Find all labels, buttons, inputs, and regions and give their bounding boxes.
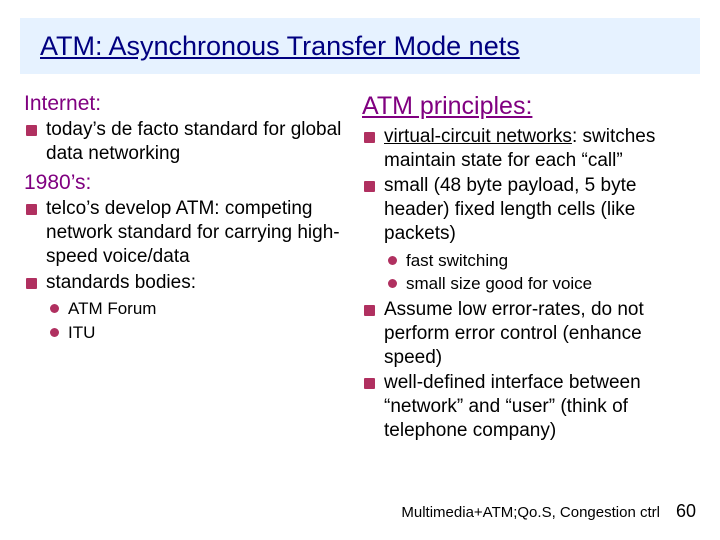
list-item: small size good for voice bbox=[384, 273, 696, 294]
list-item-text: standards bodies: bbox=[46, 272, 196, 293]
right-list: virtual-circuit networks: switches maint… bbox=[362, 125, 696, 443]
list-item: small (48 byte payload, 5 byte header) f… bbox=[362, 174, 696, 294]
list-item-text: today’s de facto standard for global dat… bbox=[46, 119, 341, 164]
left-sublist: ATM Forum ITU bbox=[46, 298, 344, 343]
left-heading-1980s: 1980’s: bbox=[24, 171, 344, 195]
list-item: fast switching bbox=[384, 250, 696, 271]
list-item-text: well-defined interface between “network”… bbox=[384, 372, 641, 441]
slide-title: ATM: Asynchronous Transfer Mode nets bbox=[40, 30, 680, 64]
list-item-text: small size good for voice bbox=[406, 274, 592, 293]
left-column: Internet: today’s de facto standard for … bbox=[24, 92, 344, 449]
title-band: ATM: Asynchronous Transfer Mode nets bbox=[20, 18, 700, 74]
list-item: well-defined interface between “network”… bbox=[362, 371, 696, 442]
list-item-text: Assume low error-rates, do not perform e… bbox=[384, 299, 644, 368]
left-list-a: today’s de facto standard for global dat… bbox=[24, 118, 344, 166]
list-item: virtual-circuit networks: switches maint… bbox=[362, 125, 696, 173]
right-sublist: fast switching small size good for voice bbox=[384, 250, 696, 295]
list-item: telco’s develop ATM: competing network s… bbox=[24, 197, 344, 268]
list-item-text: fast switching bbox=[406, 251, 508, 270]
list-item: standards bodies: ATM Forum ITU bbox=[24, 271, 344, 343]
right-heading: ATM principles: bbox=[362, 92, 696, 121]
list-item-lead: virtual-circuit networks bbox=[384, 126, 572, 147]
list-item: today’s de facto standard for global dat… bbox=[24, 118, 344, 166]
list-item: ITU bbox=[46, 322, 344, 343]
list-item-text: ITU bbox=[68, 323, 95, 342]
list-item: ATM Forum bbox=[46, 298, 344, 319]
content-columns: Internet: today’s de facto standard for … bbox=[24, 92, 696, 449]
footer-text: Multimedia+ATM;Qo.S, Congestion ctrl bbox=[401, 504, 660, 521]
right-column: ATM principles: virtual-circuit networks… bbox=[362, 92, 696, 449]
list-item: Assume low error-rates, do not perform e… bbox=[362, 298, 696, 369]
left-list-b: telco’s develop ATM: competing network s… bbox=[24, 197, 344, 343]
left-heading-internet: Internet: bbox=[24, 92, 344, 116]
list-item-text: telco’s develop ATM: competing network s… bbox=[46, 198, 340, 267]
slide: ATM: Asynchronous Transfer Mode nets Int… bbox=[0, 0, 720, 540]
page-number: 60 bbox=[676, 501, 696, 522]
list-item-text: small (48 byte payload, 5 byte header) f… bbox=[384, 175, 636, 244]
list-item-text: ATM Forum bbox=[68, 299, 156, 318]
footer: Multimedia+ATM;Qo.S, Congestion ctrl 60 bbox=[401, 501, 696, 522]
